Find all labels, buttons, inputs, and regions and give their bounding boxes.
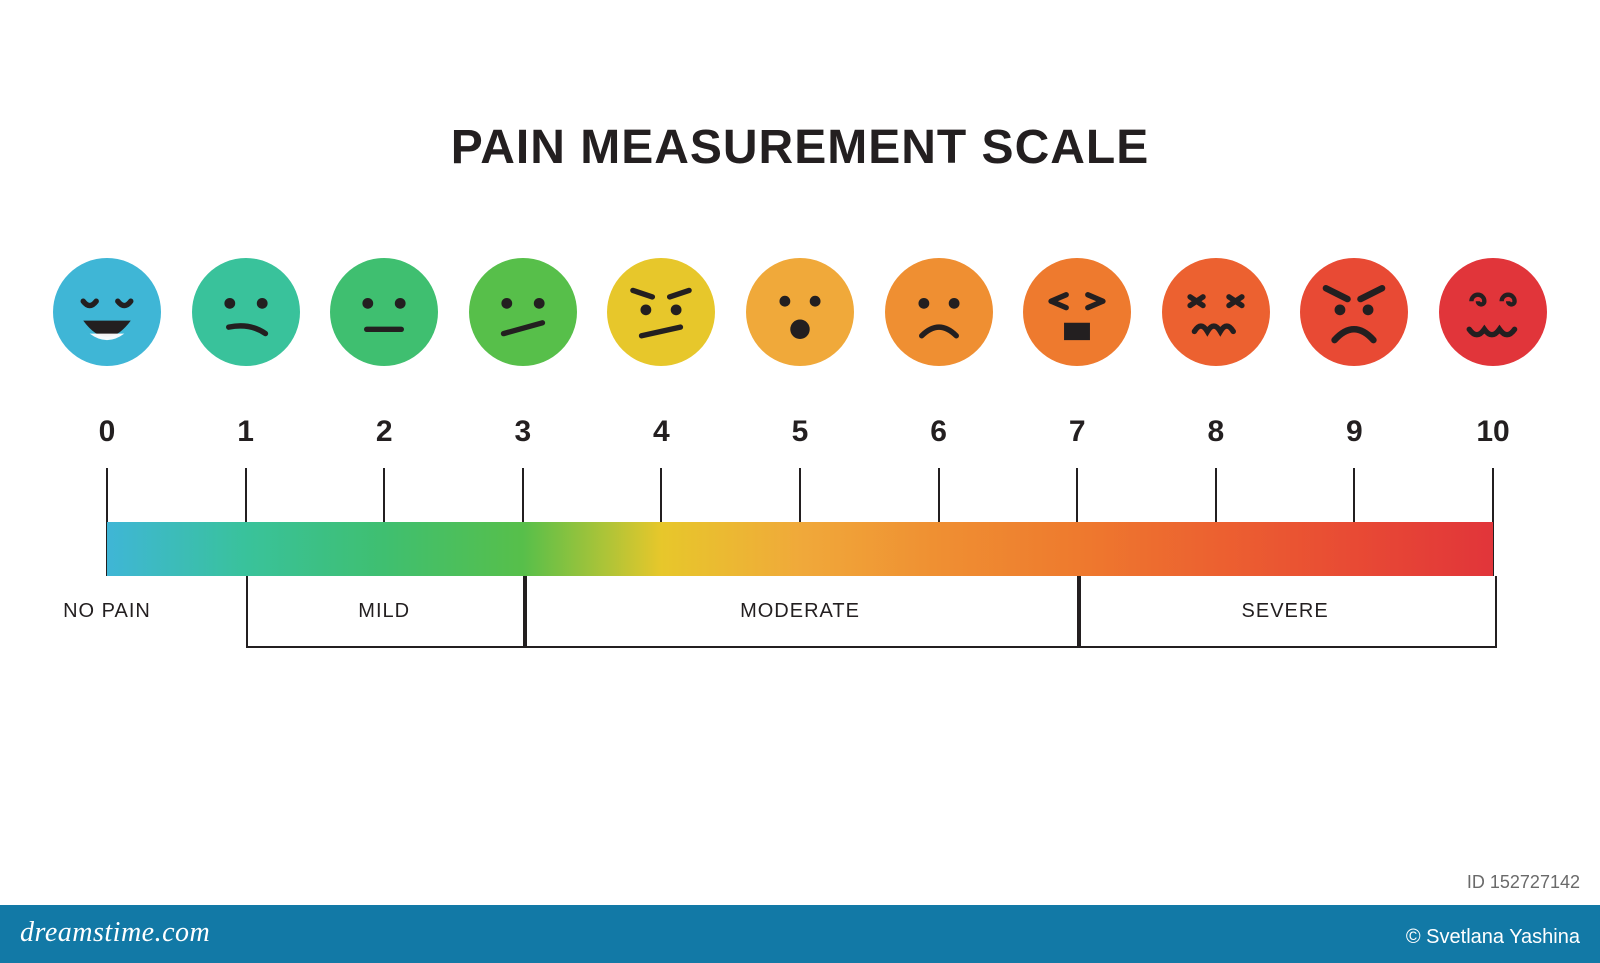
scale-number-3: 3	[514, 415, 531, 449]
category-label-severe: SEVERE	[1242, 600, 1329, 623]
scale-number-8: 8	[1207, 415, 1224, 449]
scale-number-5: 5	[792, 415, 809, 449]
categories-row: NO PAINMILDMODERATESEVERE	[107, 600, 1493, 690]
scale-number-2: 2	[376, 415, 393, 449]
numbers-row: 012345678910	[107, 415, 1493, 455]
gradient-bar-fill	[107, 522, 1493, 576]
face-level-6	[885, 258, 993, 366]
scale-number-10: 10	[1476, 415, 1509, 449]
brand-credit: dreamstime.com	[20, 917, 210, 949]
scale-number-7: 7	[1069, 415, 1086, 449]
pain-scale-infographic: PAIN MEASUREMENT SCALE	[0, 0, 1600, 963]
face-level-3	[469, 258, 577, 366]
category-label-no-pain: NO PAIN	[63, 600, 151, 623]
face-level-10	[1439, 258, 1547, 366]
category-label-mild: MILD	[358, 600, 410, 623]
face-level-4	[607, 258, 715, 366]
face-level-1	[192, 258, 300, 366]
face-level-8	[1162, 258, 1270, 366]
footer-bar	[0, 905, 1600, 963]
face-level-9	[1300, 258, 1408, 366]
page-title: PAIN MEASUREMENT SCALE	[0, 120, 1600, 175]
face-level-7	[1023, 258, 1131, 366]
scale-number-6: 6	[930, 415, 947, 449]
face-level-2	[330, 258, 438, 366]
face-level-0	[53, 258, 161, 366]
gradient-bar	[107, 522, 1493, 576]
scale-number-0: 0	[99, 415, 116, 449]
author-credit: © Svetlana Yashina	[1406, 926, 1580, 949]
face-level-5	[746, 258, 854, 366]
faces-row	[107, 258, 1493, 378]
scale-number-9: 9	[1346, 415, 1363, 449]
scale-number-4: 4	[653, 415, 670, 449]
category-label-moderate: MODERATE	[740, 600, 860, 623]
image-id: ID 152727142	[1467, 872, 1580, 893]
scale-number-1: 1	[237, 415, 254, 449]
